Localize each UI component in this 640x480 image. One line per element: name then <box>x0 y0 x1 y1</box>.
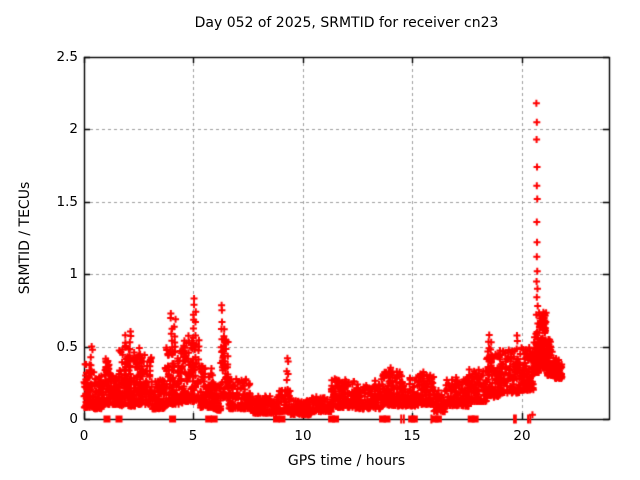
y-tick-label: 1.5 <box>56 194 78 210</box>
y-tick-label: 0.5 <box>56 339 78 355</box>
x-tick-label: 10 <box>294 428 312 444</box>
chart-title: Day 052 of 2025, SRMTID for receiver cn2… <box>194 15 499 31</box>
x-tick-label: 0 <box>79 428 89 444</box>
x-tick-label: 20 <box>513 428 531 444</box>
y-tick-label: 2.5 <box>56 49 78 65</box>
x-tick-label: 15 <box>403 428 421 444</box>
y-tick-label: 0 <box>69 411 78 427</box>
x-axis-label: GPS time / hours <box>287 453 406 469</box>
x-tick-label: 5 <box>188 428 198 444</box>
y-tick-label: 1 <box>69 266 78 282</box>
y-tick-label: 2 <box>69 121 78 137</box>
